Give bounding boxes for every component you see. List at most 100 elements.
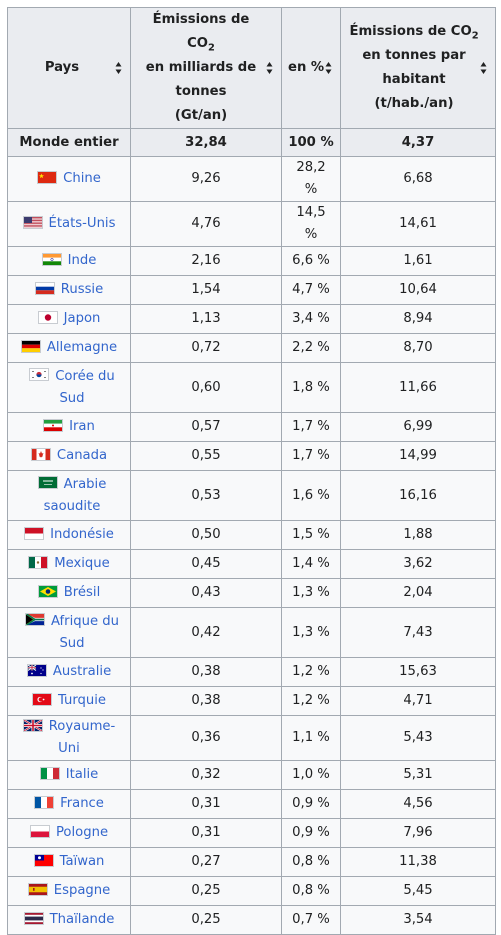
emissions-cell: 0,42 [130,607,282,658]
table-row: Afrique du Sud 0,42 1,3 % 7,43 [7,607,496,658]
header-per-capita-label: Émissions de CO2 en tonnes par habitant … [349,24,479,111]
india-flag-icon [41,252,62,266]
country-cell: Thaïlande [7,905,131,935]
header-emissions-label: Émissions de CO2 en milliards de tonnes … [145,12,257,123]
country-link[interactable]: Indonésie [50,527,114,542]
sort-icon[interactable] [266,61,273,75]
emissions-cell: 0,31 [130,818,282,848]
per-capita-cell: 8,70 [340,333,496,363]
header-pays[interactable]: Pays [7,7,131,129]
turkey-flag-icon [31,692,52,706]
country-link[interactable]: Italie [65,767,99,782]
percent-cell: 0,7 % [281,905,341,935]
thailand-flag-icon [23,911,44,925]
emissions-cell: 0,38 [130,686,282,716]
per-capita-cell: 4,56 [340,789,496,819]
country-cell: Arabie saoudite [7,470,131,521]
per-capita-cell: 11,38 [340,847,496,877]
per-capita-cell: 6,99 [340,412,496,442]
per-capita-cell: 2,04 [340,578,496,608]
table-row: Japon 1,13 3,4 % 8,94 [7,304,496,334]
table-row: Espagne 0,25 0,8 % 5,45 [7,876,496,906]
header-emissions[interactable]: Émissions de CO2 en milliards de tonnes … [130,7,282,129]
russia-flag-icon [34,281,55,295]
percent-cell: 1,7 % [281,412,341,442]
percent-cell: 3,4 % [281,304,341,334]
sort-icon[interactable] [115,61,122,75]
japan-flag-icon [37,310,58,324]
country-link[interactable]: Mexique [54,556,110,571]
country-link[interactable]: Turquie [57,693,107,708]
country-cell: Indonésie [7,520,131,550]
australia-flag-icon [26,663,47,677]
per-capita-cell: 6,68 [340,156,496,202]
per-capita-cell: 15,63 [340,657,496,687]
indonesia-flag-icon [24,526,45,540]
percent-cell: 0,8 % [281,847,341,877]
table-row: Chine 9,26 28,2 % 6,68 [7,156,496,202]
world-row: Monde entier 32,84 100 % 4,37 [7,128,496,157]
table-row: Pologne 0,31 0,9 % 7,96 [7,818,496,848]
country-cell: Royaume-Uni [7,715,131,761]
percent-cell: 1,2 % [281,686,341,716]
country-link[interactable]: Pologne [55,825,109,840]
country-link[interactable]: Arabie saoudite [43,476,107,514]
country-link[interactable]: Australie [52,664,112,679]
country-link[interactable]: Brésil [63,585,101,600]
table-row: Turquie 0,38 1,2 % 4,71 [7,686,496,716]
per-capita-cell: 3,54 [340,905,496,935]
table-row: Taïwan 0,27 0,8 % 11,38 [7,847,496,877]
emissions-cell: 0,32 [130,760,282,790]
country-cell: France [7,789,131,819]
country-link[interactable]: France [60,796,104,811]
country-cell: Japon [7,304,131,334]
sort-icon[interactable] [325,61,332,75]
percent-cell: 0,9 % [281,818,341,848]
poland-flag-icon [29,824,50,838]
table-row: Mexique 0,45 1,4 % 3,62 [7,549,496,579]
emissions-cell: 0,36 [130,715,282,761]
country-link[interactable]: États-Unis [48,216,116,231]
country-cell: Allemagne [7,333,131,363]
country-link[interactable]: Chine [63,171,101,186]
country-link[interactable]: Corée du Sud [55,368,115,406]
saudi-arabia-flag-icon [37,476,58,489]
country-link[interactable]: Canada [56,448,108,463]
table-row: Italie 0,32 1,0 % 5,31 [7,760,496,790]
country-link[interactable]: Thaïlande [49,912,115,927]
percent-cell: 1,6 % [281,470,341,521]
percent-cell: 0,9 % [281,789,341,819]
emissions-cell: 0,45 [130,549,282,579]
per-capita-cell: 8,94 [340,304,496,334]
sort-icon[interactable] [480,61,487,75]
country-cell: Espagne [7,876,131,906]
emissions-cell: 0,38 [130,657,282,687]
country-link[interactable]: Allemagne [46,340,118,355]
country-cell: Italie [7,760,131,790]
percent-cell: 1,3 % [281,578,341,608]
world-percent: 100 % [281,128,341,157]
country-link[interactable]: Espagne [53,883,111,898]
country-cell: Taïwan [7,847,131,877]
country-link[interactable]: Royaume-Uni [48,719,116,756]
country-cell: Russie [7,275,131,305]
percent-cell: 2,2 % [281,333,341,363]
table-row: Corée du Sud 0,60 1,8 % 11,66 [7,362,496,413]
country-link[interactable]: Taïwan [59,854,105,869]
country-link[interactable]: Afrique du Sud [50,613,120,651]
country-link[interactable]: Russie [60,282,104,297]
china-flag-icon [37,170,58,184]
country-cell: Chine [7,156,131,202]
percent-cell: 1,0 % [281,760,341,790]
country-cell: Iran [7,412,131,442]
country-link[interactable]: Japon [63,311,101,326]
country-link[interactable]: Iran [69,419,95,434]
per-capita-cell: 7,43 [340,607,496,658]
header-percent[interactable]: en % [281,7,341,129]
table-row: France 0,31 0,9 % 4,56 [7,789,496,819]
table-row: États-Unis 4,76 14,5 % 14,61 [7,201,496,247]
table-row: Thaïlande 0,25 0,7 % 3,54 [7,905,496,935]
percent-cell: 14,5 % [281,201,341,247]
country-link[interactable]: Inde [67,253,97,268]
header-per-capita[interactable]: Émissions de CO2 en tonnes par habitant … [340,7,496,129]
